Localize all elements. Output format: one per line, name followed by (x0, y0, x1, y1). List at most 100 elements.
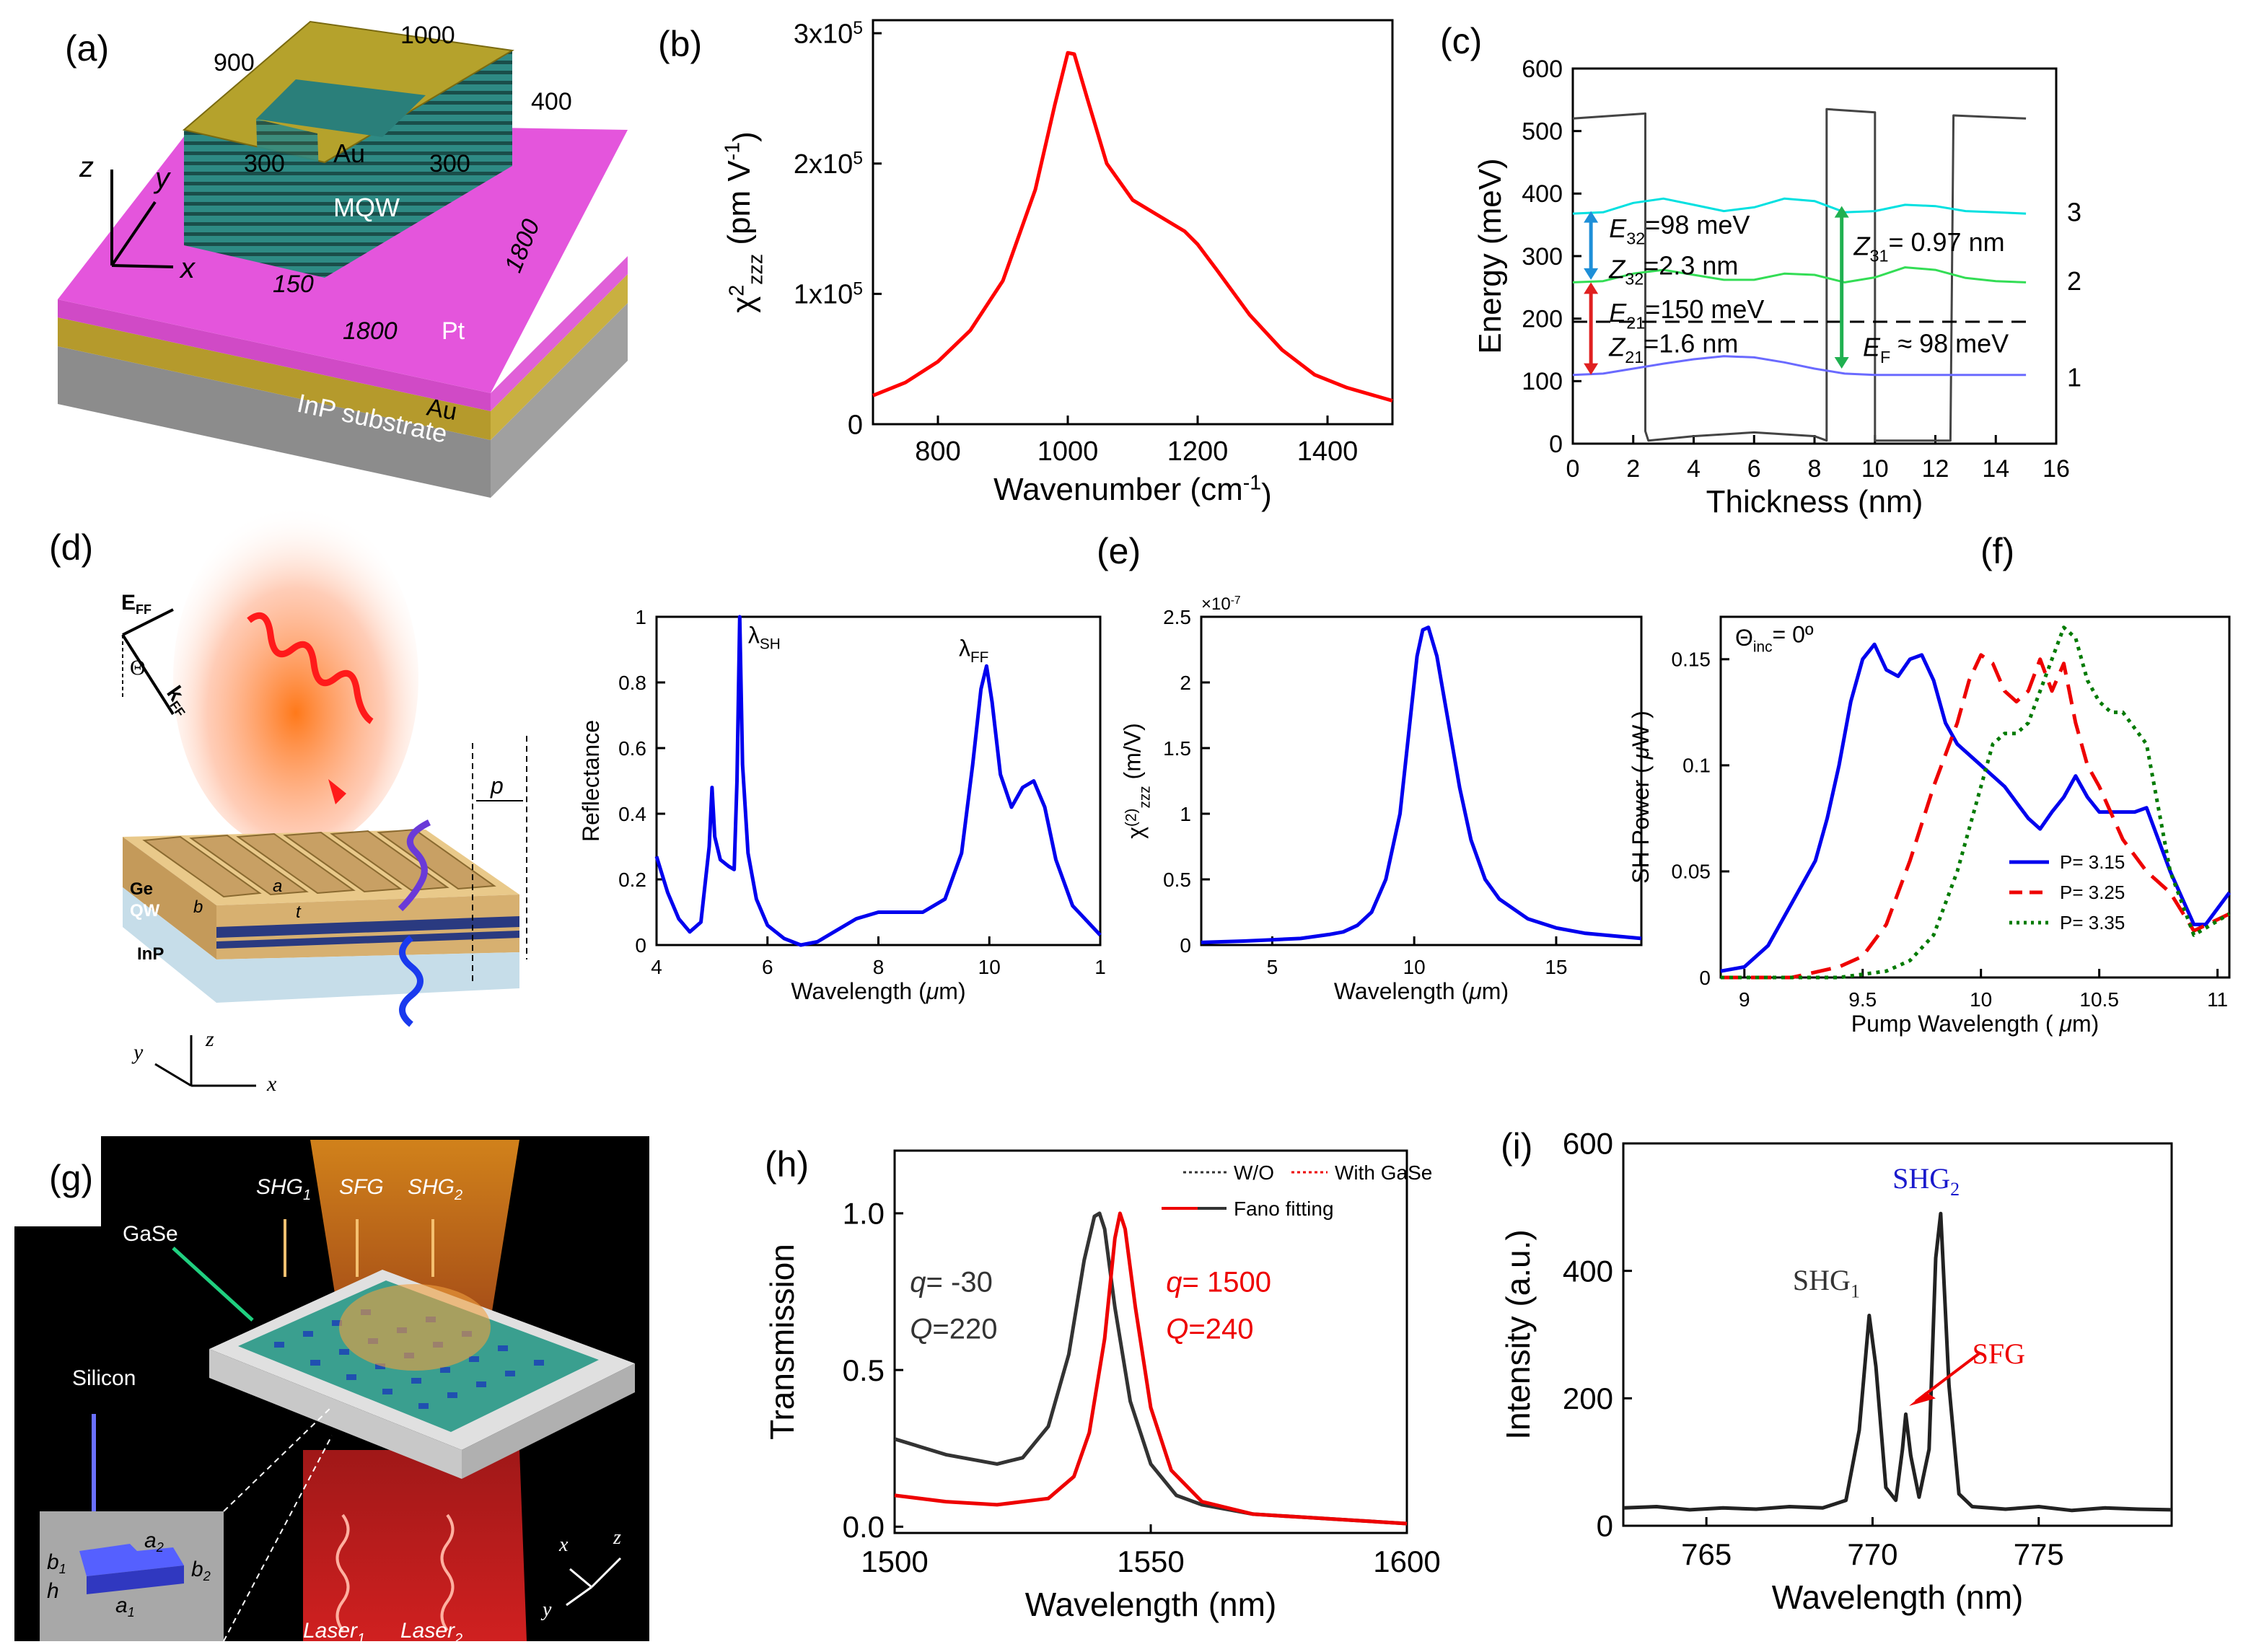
series-line-f-2 (1721, 625, 2231, 980)
annotation-e32: E32=98 meV (1609, 210, 1750, 247)
x-tick-label-f-4: 11 (2207, 988, 2228, 1011)
legend-label-gase: With GaSe (1335, 1161, 1432, 1184)
x-tick-label-b-2: 1200 (1167, 436, 1229, 467)
x-tick-label-h-0: 1500 (861, 1545, 928, 1578)
sh-wave-down (399, 935, 424, 1027)
series-line-c-0 (1572, 107, 2027, 442)
panel-label-e: (e) (1097, 531, 1141, 571)
legend-label-fano: Fano fitting (1234, 1198, 1334, 1220)
x-tick-label-d-1: 6 (762, 956, 773, 978)
y-tick-label-e-2: 1 (1180, 803, 1191, 825)
x-tick-label-d-3: 10 (978, 956, 1001, 978)
dim-1800-front: 1800 (343, 317, 398, 345)
y-tick-label-i-2: 400 (1563, 1254, 1613, 1288)
peak-label-sh: λSH (748, 622, 781, 652)
arrow-z31-head-bottom (1834, 357, 1849, 369)
x-tick-label-e-0: 5 (1267, 956, 1278, 978)
x-tick-label-d-4: 1 (1094, 956, 1106, 978)
axis-z-a: z (79, 151, 94, 183)
label-qw: QW (130, 901, 160, 921)
y-tick-label-c-1: 100 (1522, 368, 1563, 395)
x-tick-label-c-6: 12 (1922, 455, 1949, 483)
level-number-0: 3 (2067, 198, 2081, 227)
y-tick-label-f-1: 0.05 (1672, 861, 1711, 883)
y-tick-label-d-0: 0 (635, 934, 646, 957)
y-tick-label-c-4: 400 (1522, 180, 1563, 208)
x-tick-label-c-7: 14 (1982, 455, 2009, 483)
y-tick-label-i-1: 200 (1563, 1381, 1613, 1415)
x-axis-label-d: Wavelength (μm) (791, 978, 965, 1004)
label-ge: Ge (130, 879, 153, 899)
qw-stripe-1 (216, 916, 519, 938)
output-beam (310, 1140, 519, 1320)
x-tick-label-c-3: 6 (1747, 455, 1761, 483)
x-tick-label-e-2: 15 (1545, 956, 1567, 978)
series-line-f-1 (1721, 653, 2231, 980)
x-tick-label-b-0: 800 (915, 436, 960, 467)
label-h: h (47, 1579, 59, 1603)
arrow-z31-head-top (1834, 206, 1849, 218)
axis-y-d: y (131, 1040, 144, 1064)
arrow-e32-head-bottom (1584, 268, 1599, 280)
x-tick-label-d-2: 8 (873, 956, 885, 978)
x-tick-label-c-1: 2 (1626, 455, 1640, 483)
dim-300-right: 300 (429, 150, 470, 177)
plot-frame-e (1200, 615, 1643, 946)
substrate-side-right (491, 303, 628, 498)
y-tick-label-e-1: 0.5 (1163, 869, 1191, 891)
label-b2: b2 (191, 1557, 211, 1583)
series-line-c-2 (1572, 266, 2027, 284)
x-tick-label-i-1: 770 (1847, 1537, 1897, 1571)
series-line-i-0 (1623, 1211, 2172, 1513)
legend-label-f-2: P= 3.35 (2060, 912, 2125, 933)
y-axis-label-f: SH Power ( μW ) (1628, 711, 1654, 884)
x-axis-label-f: Pump Wavelength ( μm) (1851, 1011, 2099, 1037)
dim-300-left: 300 (244, 150, 285, 177)
chart-b: 800 1000 1200 1400 0 1x105 2x105 3x105 Wavenumbe… (721, 19, 1394, 513)
label-silicon: Silicon (72, 1366, 136, 1390)
y-tick-label-f-3: 0.15 (1672, 649, 1711, 671)
y-tick-label-h-1: 0.5 (843, 1353, 885, 1387)
label-laser2: Laser2 (400, 1619, 462, 1647)
pt-layer-right (491, 256, 628, 411)
annotation-ef: EF ≈ 98 meV (1863, 329, 2009, 366)
panel-label-d: (d) (49, 527, 94, 568)
y-tick-label-f-2: 0.1 (1682, 755, 1711, 777)
x-tick-label-f-1: 9.5 (1848, 988, 1877, 1011)
dim-150: 150 (273, 271, 314, 298)
au-layer-right (491, 274, 628, 440)
annotation-z31: Z31= 0.97 nm (1853, 227, 2004, 265)
y-tick-label-c-6: 600 (1522, 56, 1563, 83)
x-tick-label-b-3: 1400 (1297, 436, 1359, 467)
series-line-d-0 (654, 615, 1102, 947)
y-tick-label-e-0: 0 (1180, 934, 1191, 957)
au-layer-front (58, 317, 491, 440)
axis-x-g: x (558, 1534, 569, 1556)
peak-label-sfg: SFG (1973, 1337, 2025, 1370)
label-theta: Θ (130, 656, 146, 680)
y-tick-label-d-4: 0.8 (618, 672, 646, 694)
chart-i: 765 770 775 0 200 400 600 Wavelength (nm) Intens… (1499, 1127, 2173, 1616)
ring-gap-cut (256, 119, 321, 238)
label-b1: b1 (47, 1550, 66, 1576)
q-label-red: q= 1500 (1166, 1266, 1271, 1298)
label-a: a (273, 876, 282, 896)
peak-label-shg2: SHG2 (1892, 1162, 1960, 1200)
x-tick-label-c-2: 4 (1687, 455, 1701, 483)
x-tick-label-f-2: 10 (1970, 988, 1992, 1011)
y-tick-label-i-3: 600 (1563, 1127, 1613, 1161)
pt-layer-front (58, 299, 491, 411)
annotation-theta-inc: Θinc= 0º (1735, 622, 1814, 656)
sfg-arrow-head (1909, 1392, 1936, 1406)
x-tick-label-i-0: 765 (1681, 1537, 1732, 1571)
x-axis-label-b: Wavenumber (cm-1) (993, 472, 1272, 513)
label-b: b (193, 897, 203, 917)
dim-400: 400 (531, 88, 572, 115)
y-axis-label-i: Intensity (a.u.) (1499, 1229, 1537, 1439)
grating-left-side (123, 837, 216, 959)
y-tick-label-d-1: 0.2 (618, 869, 646, 891)
arrow-e21-head-bottom (1584, 363, 1599, 375)
dim-900: 900 (214, 49, 255, 76)
y-tick-label-d-5: 1 (635, 606, 646, 628)
Q-label-black: Q=220 (910, 1314, 997, 1345)
